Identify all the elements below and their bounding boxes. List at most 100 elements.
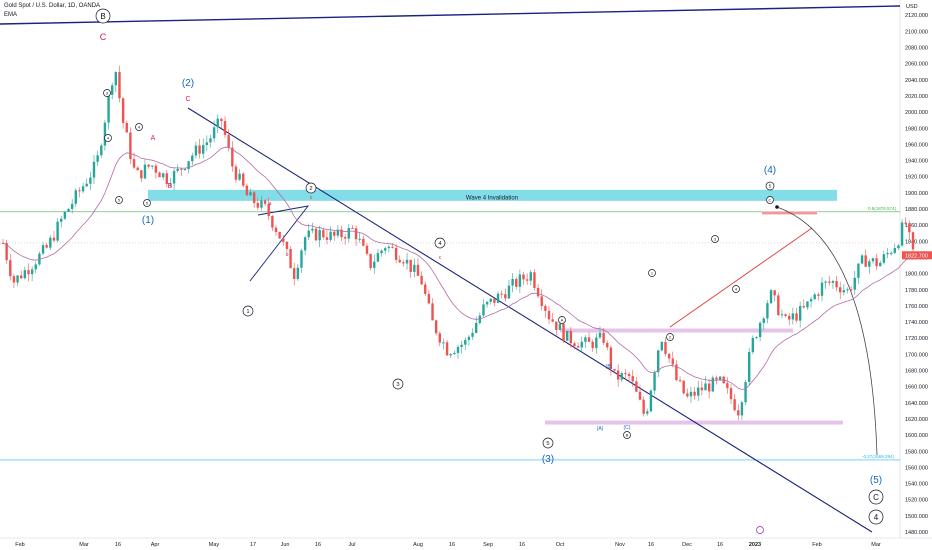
candle-body: [205, 142, 209, 145]
candle-body: [624, 373, 627, 375]
candle-body: [293, 268, 296, 280]
candle-body: [700, 387, 704, 391]
wave-circle: [115, 196, 123, 204]
wave-label: A: [561, 317, 564, 322]
candle-body: [63, 211, 67, 219]
candle-body: [868, 261, 871, 267]
candle-body: [121, 98, 125, 123]
last-price-tag: [902, 251, 932, 260]
candle-body: [860, 255, 864, 264]
wave-circle: [868, 489, 884, 505]
wave-label-red: C: [185, 96, 190, 103]
candle-body: [453, 352, 456, 355]
candle-body: [576, 345, 580, 348]
candle-body: [795, 313, 798, 321]
candle-body: [70, 203, 74, 209]
candle-body: [635, 381, 638, 392]
wave-label-blue: (4): [764, 165, 776, 176]
y-tick-label: 2000.000: [905, 110, 928, 116]
candle-body: [675, 364, 678, 381]
wave-label-blue: (A): [597, 426, 604, 432]
candle-body: [274, 227, 278, 233]
candle-body: [161, 173, 165, 178]
candle-body: [38, 253, 41, 265]
candle-body: [857, 263, 860, 278]
candle-body: [420, 275, 423, 285]
candle-body: [733, 399, 736, 411]
x-tick-label: 16: [519, 542, 525, 548]
candle-body: [362, 238, 365, 246]
candle-body: [278, 232, 281, 239]
candle-body: [100, 145, 103, 156]
wave-label: 3: [714, 236, 717, 241]
candle-body: [755, 337, 758, 339]
candle-body: [438, 333, 441, 343]
x-tick-label: Mar: [871, 542, 881, 548]
candle-body: [56, 221, 59, 241]
candle-body: [449, 354, 452, 356]
candle-body: [456, 346, 460, 353]
candle-body: [562, 323, 565, 341]
y-tick-label: 1580.000: [905, 449, 928, 455]
candle-body: [882, 254, 886, 263]
y-tick-label: 1540.000: [905, 482, 928, 488]
wave-label-red: b: [286, 252, 289, 258]
y-tick-label: 1520.000: [905, 498, 928, 504]
y-tick-label: 1840.000: [905, 239, 928, 245]
candle-body: [136, 167, 139, 171]
x-tick-label: Aug: [413, 542, 423, 548]
candle-body: [343, 237, 347, 239]
candle-body: [555, 321, 558, 330]
candle-body: [504, 294, 507, 299]
candle-body: [740, 402, 744, 416]
ema-line: [2, 146, 914, 390]
wave-circle: [434, 237, 446, 249]
candle-body: [74, 190, 77, 204]
wave-circle: [558, 316, 566, 324]
candle-body: [212, 127, 216, 139]
wave-label: 4: [107, 135, 110, 140]
candle-body: [172, 170, 176, 184]
candle-body: [234, 166, 238, 180]
y-tick-label: 1640.000: [905, 401, 928, 407]
candle-body: [766, 303, 769, 319]
candle-body: [307, 230, 310, 238]
wave-circle: [765, 181, 775, 191]
candle-body: [245, 185, 249, 196]
candle-body: [777, 295, 780, 316]
candle-body: [311, 228, 314, 231]
candle-body: [20, 275, 23, 279]
y-tick-label: 2020.000: [905, 94, 928, 100]
candle-body: [507, 285, 511, 299]
candle-body: [176, 168, 179, 171]
wave-label: C: [873, 493, 879, 502]
wave-label: 2: [669, 334, 672, 339]
candle-body: [394, 247, 398, 260]
candle-body: [849, 289, 853, 291]
candle-body: [606, 342, 609, 348]
candle-body: [231, 147, 234, 167]
candle-body: [485, 301, 489, 305]
candle-body: [817, 294, 820, 296]
candle-body: [813, 294, 816, 300]
wave-label: B: [100, 12, 105, 21]
fib-level-label: -0.27(1569.294): [862, 454, 895, 459]
support-zone: [560, 328, 793, 333]
y-tick-label: 1800.000: [905, 272, 928, 278]
candle-body: [573, 343, 576, 346]
y-tick-label: 1940.000: [905, 159, 928, 165]
candle-body: [354, 228, 358, 240]
candle-body: [613, 368, 616, 371]
wave-circle: [666, 333, 674, 341]
candle-body: [27, 270, 30, 275]
candle-body: [788, 315, 791, 320]
wave-circle: [732, 285, 740, 293]
x-tick-label: Feb: [15, 542, 24, 548]
candle-body: [387, 246, 391, 249]
wave-label: C: [769, 197, 772, 202]
candle-body: [631, 376, 634, 382]
wave-label-blue: (2): [182, 78, 194, 89]
wave-label-red: B: [168, 183, 173, 190]
candle-body: [336, 229, 340, 236]
